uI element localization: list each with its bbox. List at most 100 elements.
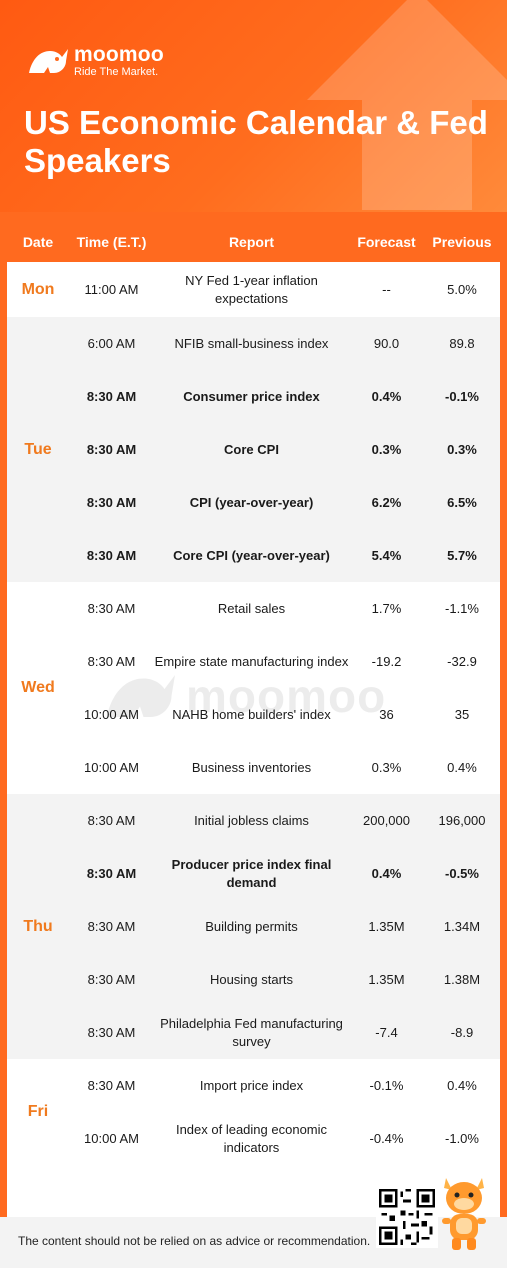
time-cell: 8:30 AM <box>86 494 137 510</box>
forecast-cell: -7.4 <box>375 1024 398 1040</box>
table-row: 8:30 AM Core CPI 0.3% 0.3% <box>7 423 500 476</box>
table-row: 8:30 AM Philadelphia Fed manufacturing s… <box>7 1006 500 1059</box>
brand-name: moomoo <box>74 43 164 66</box>
time-cell: 8:30 AM <box>86 547 137 563</box>
day-group-thu: Thu 8:30 AM Initial jobless claims 200,0… <box>7 794 500 1059</box>
arrow-decoration <box>307 0 507 210</box>
forecast-cell: -0.4% <box>369 1130 404 1146</box>
previous-cell: 1.34M <box>443 918 481 934</box>
time-cell: 8:30 AM <box>87 971 136 987</box>
previous-cell: -8.9 <box>450 1024 474 1040</box>
report-cell: CPI (year-over-year) <box>189 494 314 510</box>
day-group-mon: Mon 11:00 AM NY Fed 1-year inflation exp… <box>7 262 500 317</box>
report-cell: Index of leading economic indicators <box>175 1121 328 1155</box>
table-row: 10:00 AM NAHB home builders' index 36 35 <box>7 688 500 741</box>
time-cell: 8:30 AM <box>87 1024 136 1040</box>
day-group-wed: Wed 8:30 AM Retail sales 1.7% -1.1% 8:30… <box>7 582 500 794</box>
time-cell: 8:30 AM <box>86 441 137 457</box>
previous-cell: 0.4% <box>447 1077 477 1093</box>
forecast-cell: 6.2% <box>371 494 402 510</box>
time-cell: 8:30 AM <box>87 653 136 669</box>
header-previous: Previous <box>432 234 492 250</box>
table-row: 8:30 AM Producer price index final deman… <box>7 847 500 900</box>
forecast-cell: 1.35M <box>368 971 405 987</box>
table-header: Date Time (E.T.) Report Forecast Previou… <box>7 222 500 262</box>
time-cell: 8:30 AM <box>87 918 136 934</box>
previous-cell: 35 <box>454 706 470 722</box>
moomoo-logo: moomoo Ride The Market. <box>26 44 164 78</box>
report-cell: Import price index <box>199 1077 304 1093</box>
table-row: 8:30 AM Initial jobless claims 200,000 1… <box>7 794 500 847</box>
time-cell: 8:30 AM <box>86 865 137 881</box>
previous-cell: -0.5% <box>445 865 479 881</box>
previous-cell: -32.9 <box>447 653 477 669</box>
day-label: Wed <box>21 679 55 696</box>
time-cell: 11:00 AM <box>84 281 139 297</box>
report-cell: Core CPI (year-over-year) <box>173 547 330 563</box>
previous-cell: -1.1% <box>445 600 479 616</box>
previous-cell: 196,000 <box>438 812 486 828</box>
header-forecast: Forecast <box>357 234 416 250</box>
day-label: Tue <box>24 441 52 458</box>
report-cell: Consumer price index <box>183 388 320 404</box>
previous-cell: 89.8 <box>449 335 475 351</box>
report-cell: Business inventories <box>191 759 312 775</box>
table-row: 8:30 AM Empire state manufacturing index… <box>7 635 500 688</box>
disclaimer-text: The content should not be relied on as a… <box>18 1234 371 1248</box>
forecast-cell: 0.3% <box>371 759 402 775</box>
forecast-cell: 5.4% <box>371 547 402 563</box>
time-cell: 8:30 AM <box>87 1077 136 1093</box>
qr-code-icon <box>379 1189 435 1245</box>
table-row: 8:30 AM CPI (year-over-year) 6.2% 6.5% <box>7 476 500 529</box>
previous-cell: 0.4% <box>447 759 477 775</box>
header-banner: moomoo Ride The Market. US Economic Cale… <box>0 0 507 212</box>
previous-cell: 5.0% <box>447 281 477 297</box>
report-cell: Core CPI <box>224 441 279 457</box>
report-cell: Building permits <box>205 918 298 934</box>
table-row: 8:30 AM Housing starts 1.35M 1.38M <box>7 953 500 1006</box>
table-row: 8:30 AM Import price index -0.1% 0.4% <box>7 1059 500 1112</box>
report-cell: NY Fed 1-year inflation expectations <box>185 272 318 306</box>
forecast-cell: 0.4% <box>371 388 402 404</box>
time-cell: 8:30 AM <box>86 388 137 404</box>
report-cell: Producer price index final demand <box>171 856 332 890</box>
report-cell: Housing starts <box>209 971 294 987</box>
page-title: US Economic Calendar & Fed Speakers <box>24 104 488 179</box>
forecast-cell: -- <box>382 281 391 297</box>
table-row: 8:30 AM Consumer price index 0.4% -0.1% <box>7 370 500 423</box>
time-cell: 10:00 AM <box>84 706 139 722</box>
previous-cell: -1.0% <box>445 1130 479 1146</box>
forecast-cell: 0.3% <box>371 441 402 457</box>
forecast-cell: 1.35M <box>368 918 405 934</box>
time-cell: 10:00 AM <box>84 759 139 775</box>
day-label: Thu <box>23 918 53 935</box>
calendar-table: Date Time (E.T.) Report Forecast Previou… <box>7 222 500 1217</box>
previous-cell: -0.1% <box>445 388 479 404</box>
table-row: 8:30 AM Building permits 1.35M 1.34M <box>7 900 500 953</box>
report-cell: Retail sales <box>217 600 286 616</box>
forecast-cell: 36 <box>379 706 394 722</box>
forecast-cell: 200,000 <box>363 812 410 828</box>
report-cell: NFIB small-business index <box>174 335 329 351</box>
forecast-cell: 90.0 <box>373 335 400 351</box>
previous-cell: 1.38M <box>443 971 481 987</box>
time-cell: 10:00 AM <box>84 1130 139 1146</box>
table-row: 10:00 AM Index of leading economic indic… <box>7 1112 500 1165</box>
report-cell: Initial jobless claims <box>194 812 309 828</box>
header-report: Report <box>228 234 275 250</box>
cow-mascot-icon <box>442 1178 486 1250</box>
forecast-cell: 1.7% <box>371 600 402 616</box>
header-time: Time (E.T.) <box>76 234 147 250</box>
forecast-cell: 0.4% <box>371 865 402 881</box>
table-row: 10:00 AM Business inventories 0.3% 0.4% <box>7 741 500 794</box>
day-group-tue: Tue 6:00 AM NFIB small-business index 90… <box>7 317 500 582</box>
table-row: 8:30 AM Retail sales 1.7% -1.1% <box>7 582 500 635</box>
previous-cell: 0.3% <box>447 441 477 457</box>
table-row: 6:00 AM NFIB small-business index 90.0 8… <box>7 317 500 370</box>
table-row: 8:30 AM Core CPI (year-over-year) 5.4% 5… <box>7 529 500 582</box>
report-cell: Empire state manufacturing index <box>154 653 349 669</box>
report-cell: Philadelphia Fed manufacturing survey <box>160 1015 343 1049</box>
brand-tagline: Ride The Market. <box>74 66 159 78</box>
report-cell: NAHB home builders' index <box>172 706 331 722</box>
qr-code[interactable] <box>376 1186 438 1248</box>
